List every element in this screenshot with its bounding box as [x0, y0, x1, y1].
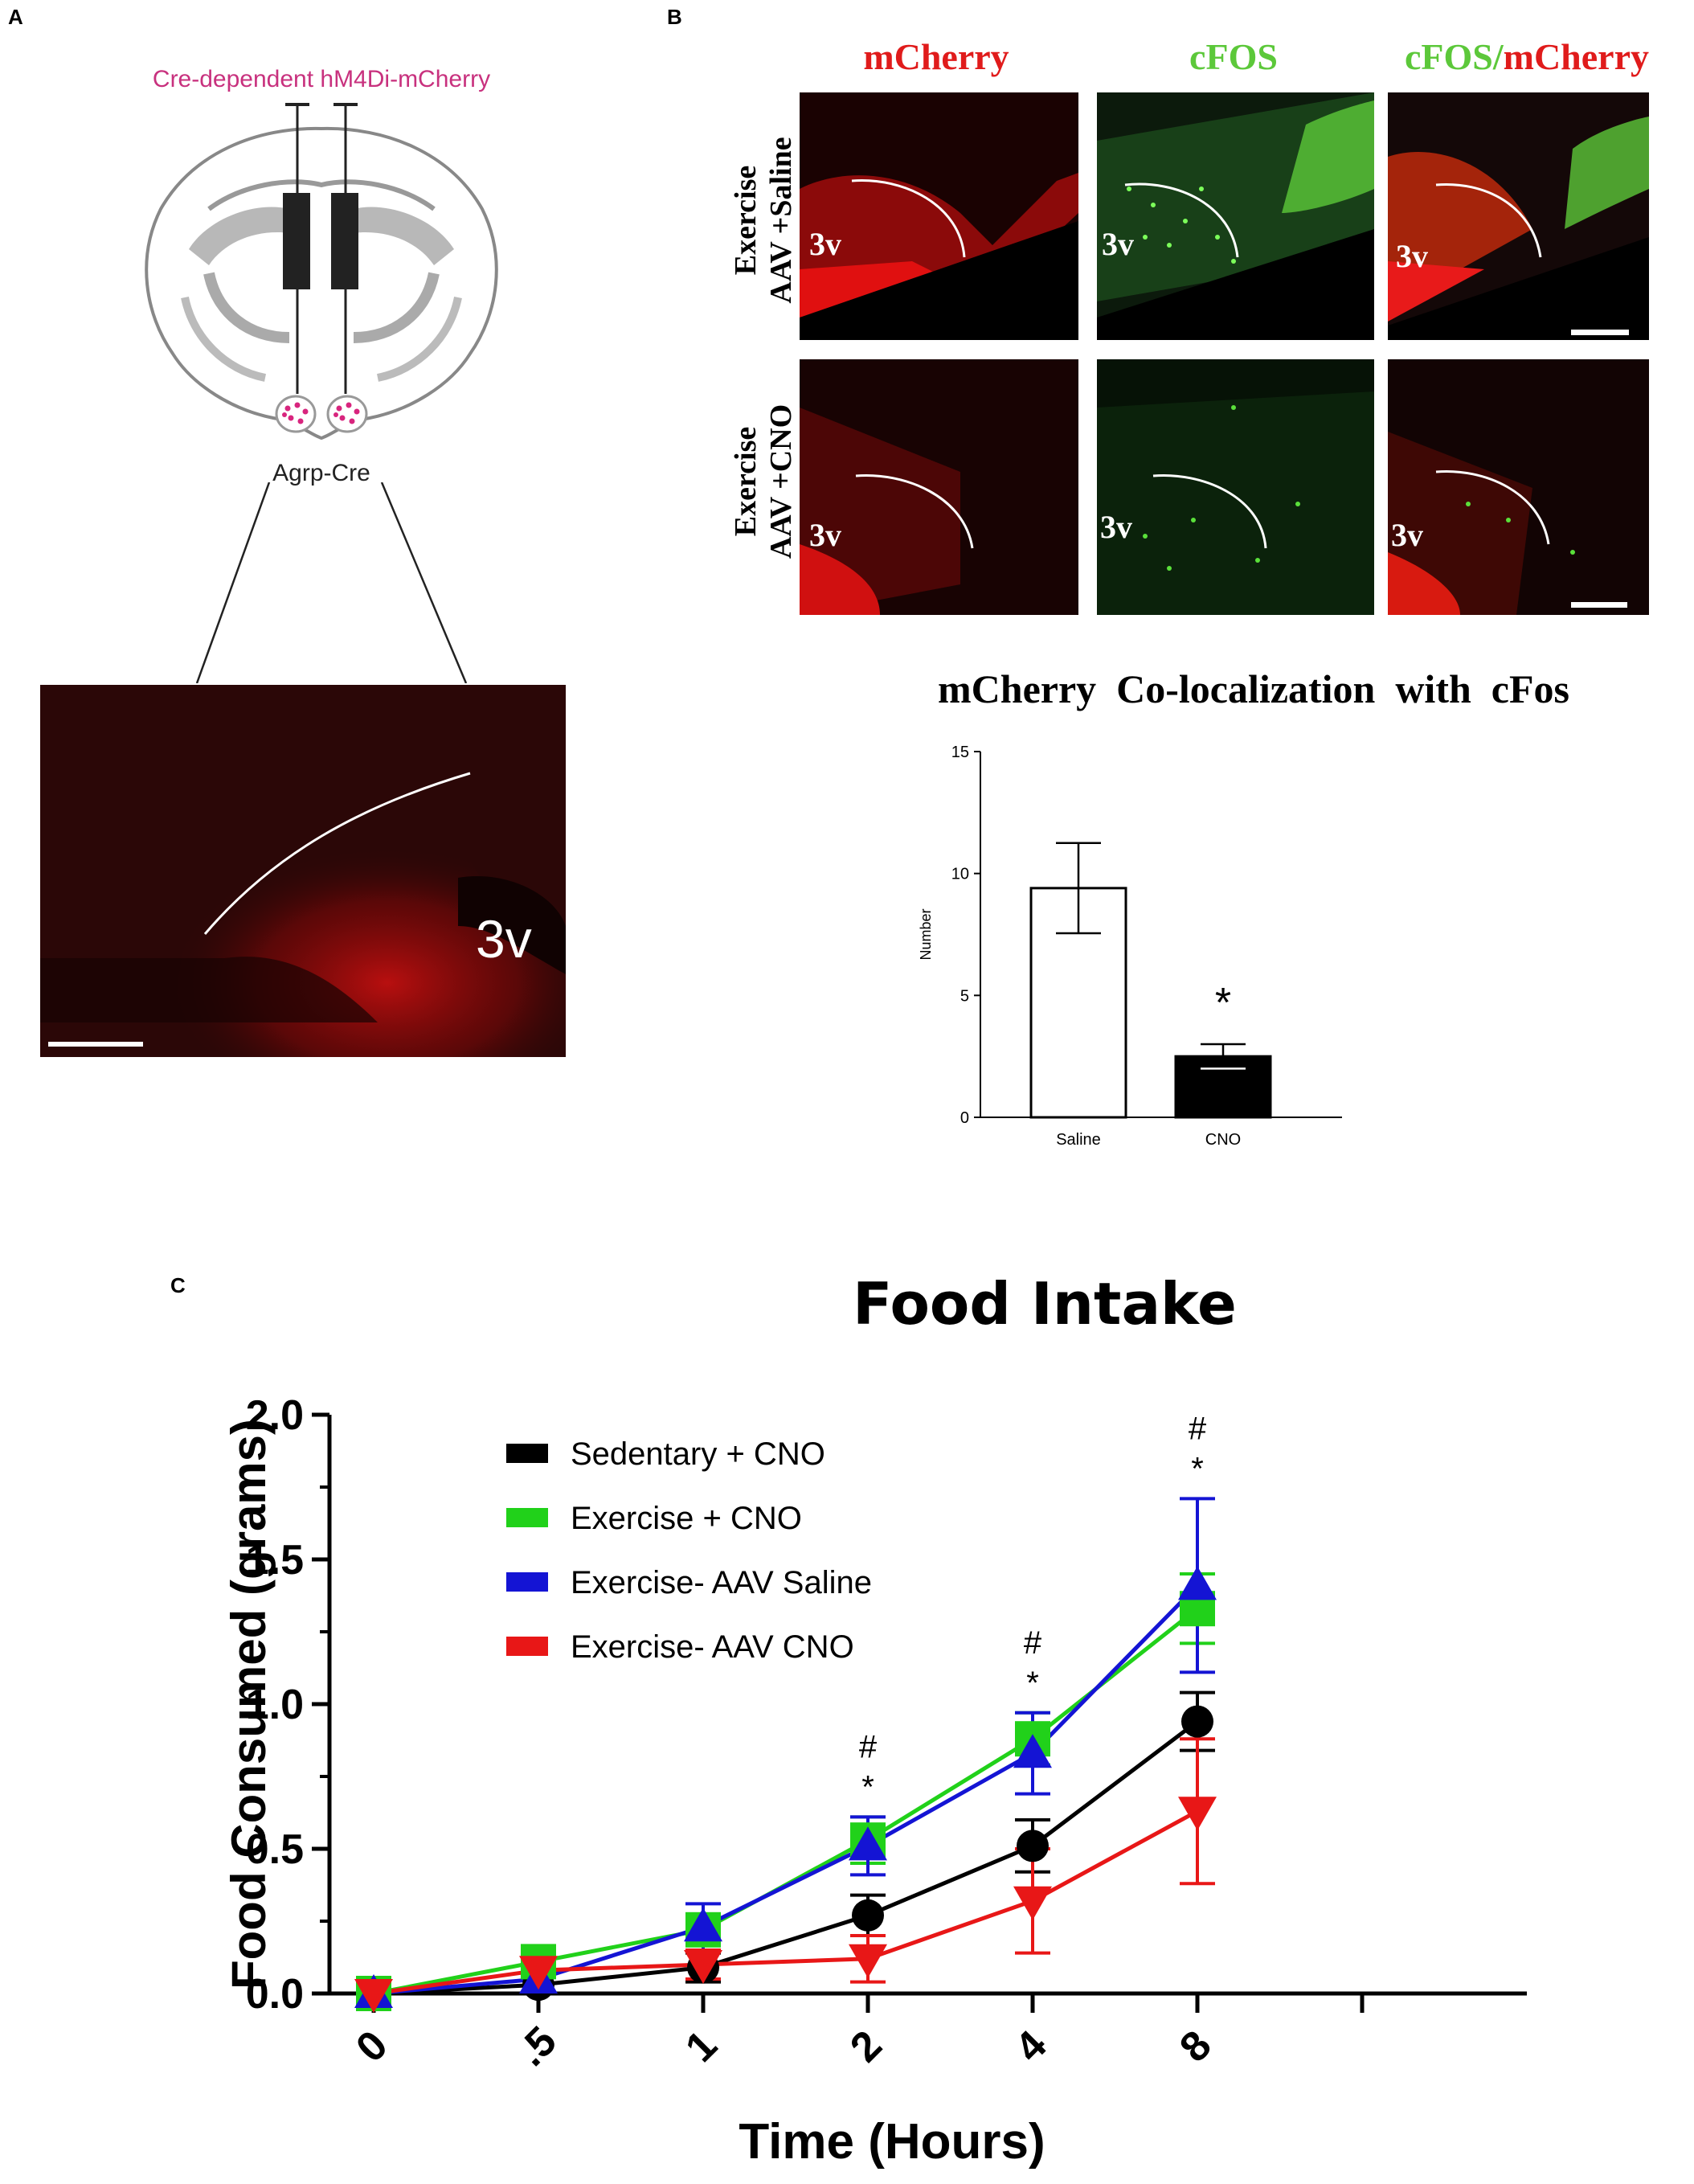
line-point-exercise-aav-saline	[684, 1907, 722, 1942]
micrograph-cfos-cno: 3v	[1097, 359, 1374, 615]
b-scale-bar-row1	[1571, 330, 1629, 335]
line-significance-mark: #	[1024, 1625, 1042, 1661]
b-3v-label: 3v	[1391, 517, 1423, 553]
legend-label-exercise-cno: Exercise + CNO	[571, 1501, 802, 1536]
line-point-sedentary-cno	[1181, 1705, 1213, 1738]
line-chart-title: Food Intake	[853, 1270, 1237, 1338]
legend-swatch-exercise-cno	[506, 1508, 548, 1527]
micrograph-mcherry-saline: 3v	[800, 92, 1078, 340]
bar-chart: 0 5 10 15 Number Saline CNO *	[918, 744, 1342, 1149]
b-3v-label: 3v	[1396, 238, 1428, 274]
panel-a-micrograph: 3v	[40, 685, 566, 1057]
line-significance-mark: *	[861, 1769, 874, 1805]
line-point-exercise-aav-saline	[849, 1826, 887, 1861]
line-y-tick-label: 2.0	[246, 1392, 304, 1439]
line-point-exercise-aav-cno	[684, 1950, 722, 1984]
panel-a-scale-bar	[48, 1042, 143, 1047]
micrograph-merge-saline: 3v	[1388, 92, 1649, 340]
row-label-saline-line1: Exercise	[729, 165, 763, 276]
micrograph-cfos-saline: 3v	[1097, 92, 1374, 340]
b-3v-label: 3v	[1102, 226, 1134, 262]
line-significance-mark: *	[1026, 1666, 1039, 1701]
line-point-exercise-aav-saline	[1013, 1734, 1052, 1768]
col-label-merge-red: mCherry	[1503, 36, 1650, 77]
line-point-exercise-aav-cno	[354, 1979, 393, 2013]
line-y-tick-label: 1.0	[246, 1682, 304, 1728]
bar-x-tick-label: CNO	[1205, 1131, 1241, 1149]
line-point-exercise-aav-saline	[1178, 1566, 1217, 1600]
line-y-tick-label: 1.5	[246, 1537, 304, 1584]
b-3v-label: 3v	[809, 226, 841, 262]
line-x-tick-label: .5	[508, 2018, 566, 2075]
line-x-tick-label: 1	[677, 2022, 726, 2071]
row-label-saline-line2: AAV +Saline	[764, 137, 798, 304]
line-significance-mark: #	[1189, 1411, 1207, 1446]
line-point-exercise-aav-cno	[849, 1944, 887, 1978]
line-significance-mark: #	[859, 1729, 878, 1764]
line-series-exercise-aav-cno	[373, 1809, 1199, 1996]
panel-a-letter: A	[8, 5, 23, 29]
line-point-sedentary-cno	[852, 1899, 884, 1932]
bar-y-tick-label: 0	[960, 1109, 969, 1127]
line-point-sedentary-cno	[1017, 1830, 1049, 1862]
agrp-cre-label: Agrp-Cre	[272, 460, 370, 486]
panel-a-3v-label: 3v	[476, 909, 532, 969]
bar-y-tick-label: 15	[951, 744, 969, 761]
line-x-tick-label: 2	[841, 2022, 890, 2071]
line-y-tick-label: 0.5	[246, 1826, 304, 1873]
panel-c-letter: C	[170, 1273, 186, 1297]
panel-a-title: Cre-dependent hM4Di-mCherry	[152, 66, 491, 92]
line-series-exercise-cno	[373, 1607, 1199, 1996]
panel-b-letter: B	[667, 5, 682, 29]
legend-label-exercise-aav-saline: Exercise- AAV Saline	[571, 1565, 872, 1600]
bar-x-tick-label: Saline	[1056, 1131, 1101, 1149]
bar-y-tick-label: 5	[960, 987, 969, 1005]
line-point-exercise-aav-cno	[1178, 1797, 1217, 1831]
b-3v-label: 3v	[809, 517, 841, 553]
row-label-cno-line1: Exercise	[729, 426, 763, 537]
bar-y-tick-label: 10	[951, 866, 969, 883]
col-label-mcherry: mCherry	[863, 36, 1009, 77]
bar-y-axis-label: Number	[918, 908, 934, 960]
line-significance-mark: *	[1191, 1451, 1204, 1486]
legend-swatch-exercise-aav-saline	[506, 1572, 548, 1592]
row-label-saline: Exercise AAV +Saline	[728, 100, 799, 341]
brain-diagram	[145, 103, 498, 440]
line-x-tick-label: 0	[347, 2022, 396, 2071]
b-3v-label: 3v	[1100, 509, 1132, 545]
col-label-merge: cFOS/mCherry	[1366, 35, 1688, 78]
line-series-exercise-aav-saline	[373, 1584, 1199, 1996]
line-x-tick-label: 4	[1006, 2022, 1056, 2071]
bar-significance-star: *	[1215, 980, 1231, 1026]
legend-swatch-exercise-aav-cno	[506, 1637, 548, 1656]
zoom-lines	[195, 482, 468, 683]
legend-swatch-sedentary-cno	[506, 1444, 548, 1463]
col-label-merge-green: cFOS/	[1404, 36, 1504, 77]
row-label-cno: Exercise AAV +CNO	[728, 361, 799, 602]
line-y-axis-label: Food Consumed (grams)	[222, 1419, 276, 1989]
legend-label-exercise-aav-cno: Exercise- AAV CNO	[571, 1629, 854, 1665]
line-point-exercise-aav-cno	[1013, 1886, 1052, 1920]
row-label-cno-line2: AAV +CNO	[764, 404, 798, 559]
line-y-tick-label: 0.0	[246, 1971, 304, 2018]
legend-label-sedentary-cno: Sedentary + CNO	[571, 1436, 825, 1472]
line-series-sedentary-cno	[373, 1719, 1199, 1996]
micrograph-mcherry-cno: 3v	[800, 359, 1078, 615]
col-label-cfos: cFOS	[1189, 36, 1278, 77]
micrograph-merge-cno: 3v	[1388, 359, 1649, 615]
bar-chart-title: mCherry Co-localization with cFos	[938, 666, 1569, 711]
b-scale-bar-row2	[1571, 602, 1627, 608]
line-point-exercise-aav-cno	[519, 1956, 558, 1990]
line-x-axis-label: Time (Hours)	[739, 2114, 1045, 2170]
line-x-tick-label: 8	[1171, 2022, 1220, 2071]
